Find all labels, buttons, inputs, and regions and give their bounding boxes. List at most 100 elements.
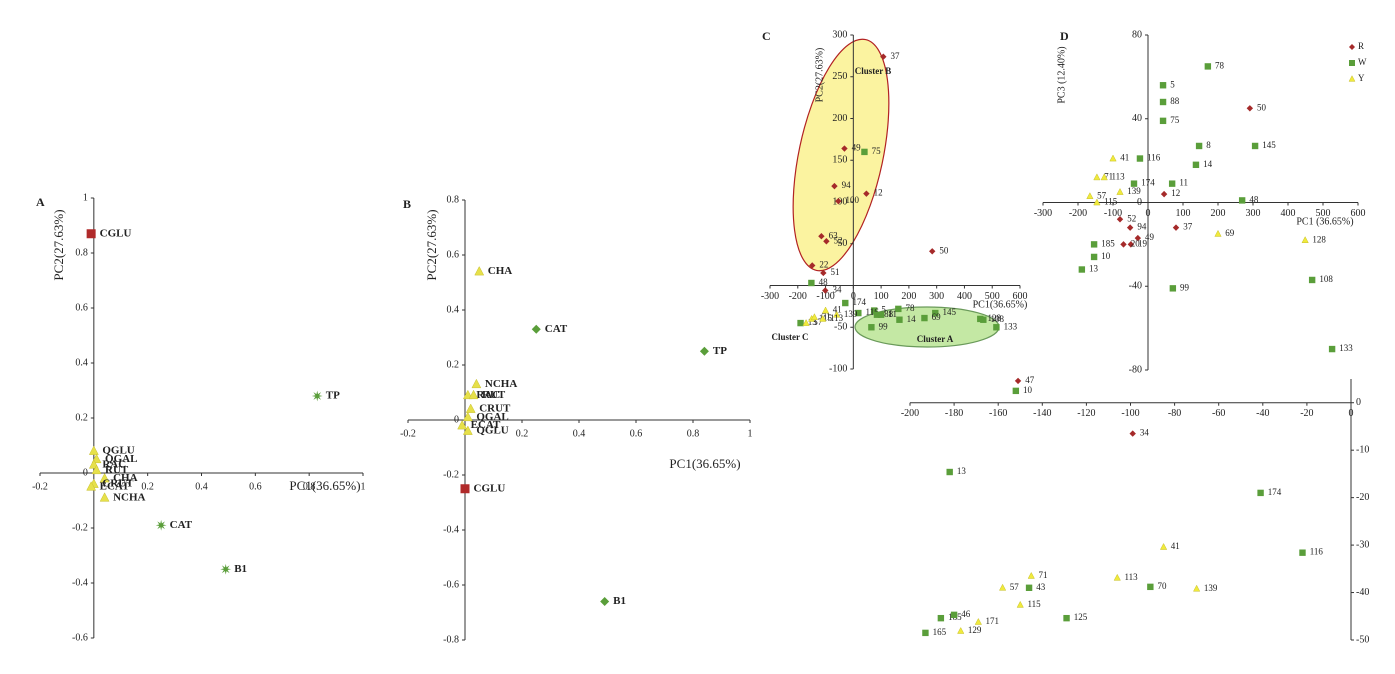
- point: [1328, 345, 1336, 353]
- point-label: 139: [1127, 186, 1141, 196]
- x-tick-label: -20: [1300, 408, 1313, 419]
- point-label: QGAL: [476, 411, 508, 423]
- x-tick-label: 600: [1013, 291, 1028, 302]
- point-label: 174: [1141, 178, 1155, 188]
- point: [1027, 571, 1035, 579]
- point: [88, 445, 99, 455]
- y-tick-label: -40: [1129, 281, 1142, 292]
- point-label: QGLU: [476, 425, 508, 437]
- y-tick-label: -30: [1356, 539, 1369, 550]
- point: [1016, 600, 1024, 608]
- point-label: 94: [842, 180, 852, 190]
- point: [457, 420, 468, 430]
- point-label: 115: [819, 313, 833, 323]
- point: [1116, 187, 1124, 195]
- point-label: 71: [822, 311, 831, 321]
- point-label: 41: [1171, 541, 1180, 551]
- x-tick-label: 500: [985, 291, 1000, 302]
- point-label: 41: [1120, 153, 1129, 163]
- y-tick-label: 0.4: [75, 357, 88, 368]
- point: [870, 307, 878, 314]
- cluster-ellipse: [792, 38, 890, 272]
- x-tick-label: -40: [1256, 408, 1269, 419]
- point: [1012, 387, 1020, 395]
- point: [841, 145, 848, 152]
- point: [91, 464, 102, 475]
- point: [474, 266, 485, 276]
- point-label: 49: [852, 143, 862, 153]
- point: [880, 53, 887, 60]
- point: [1078, 266, 1086, 273]
- y-tick-label: 250: [832, 71, 847, 82]
- point: [1090, 253, 1098, 261]
- point-label: 125: [1074, 612, 1088, 622]
- point-label: 115: [1104, 197, 1118, 207]
- point: [1251, 142, 1259, 150]
- point: [974, 617, 982, 625]
- y-tick-label: 0: [1356, 397, 1361, 408]
- x-tick-label: -100: [1121, 408, 1139, 419]
- x-tick-label: 0.8: [303, 481, 316, 492]
- point-label: 14: [907, 314, 917, 324]
- x-tick-label: 400: [957, 291, 972, 302]
- point: [468, 389, 479, 400]
- point-label: 57: [813, 317, 823, 327]
- point-label: B1: [613, 595, 626, 607]
- y-tick-label: 40: [1132, 113, 1142, 124]
- point: [1160, 190, 1168, 198]
- point: [1193, 584, 1201, 592]
- point-label: 113: [830, 313, 844, 323]
- x-tick-label: 0: [851, 291, 856, 302]
- x-tick-label: 0: [1349, 408, 1354, 419]
- point: [600, 597, 610, 606]
- x-tick-label: 300: [1246, 208, 1261, 219]
- x-tick-label: -180: [945, 408, 963, 419]
- point-label: CRUT: [102, 478, 134, 490]
- point: [877, 311, 885, 318]
- point: [977, 315, 984, 323]
- point-label: 71: [1104, 171, 1113, 181]
- x-tick-label: -140: [1033, 408, 1051, 419]
- point-label: 145: [1262, 140, 1276, 150]
- point-label: TP: [326, 390, 340, 402]
- point: [822, 287, 829, 294]
- point: [861, 148, 868, 156]
- point-label: CGLU: [100, 227, 132, 239]
- x-tick-label: -200: [1069, 208, 1087, 219]
- point-label: RAC: [476, 389, 500, 401]
- point-label: 48: [819, 277, 829, 287]
- y-tick-label: 80: [1132, 29, 1142, 40]
- point-label: 75: [1170, 115, 1180, 125]
- point: [895, 305, 902, 313]
- point: [1168, 180, 1176, 187]
- point: [1192, 161, 1200, 169]
- y-tick-label: -0.4: [443, 524, 459, 535]
- y-tick-label: 0.8: [447, 194, 460, 205]
- x-tick-label: 600: [1351, 208, 1366, 219]
- point-label: 20: [1131, 238, 1141, 248]
- point: [809, 262, 816, 269]
- x-tick-label: 0.2: [141, 481, 154, 492]
- point-label: 115: [1027, 599, 1041, 609]
- point: [957, 626, 965, 634]
- point-label: 46: [961, 609, 971, 619]
- y-tick-label: 50: [837, 238, 847, 249]
- y-tick-label: 150: [832, 155, 847, 166]
- y-tick-label: 0.2: [75, 412, 88, 423]
- point-label: 71: [1038, 570, 1047, 580]
- point-label: 57: [1010, 582, 1020, 592]
- y-tick-label: -0.6: [72, 632, 88, 643]
- x-tick-label: -300: [761, 291, 779, 302]
- point: [1257, 489, 1264, 497]
- point-label: 52: [834, 235, 843, 245]
- x-tick-label: -80: [1168, 408, 1181, 419]
- point-label: 185: [1101, 238, 1115, 248]
- y-tick-label: 0.6: [447, 249, 460, 260]
- x-axis-label: PC1 (36.65%): [1296, 216, 1353, 227]
- point: [863, 190, 870, 197]
- point: [531, 324, 541, 334]
- x-tick-label: 400: [1281, 208, 1296, 219]
- x-axis-label: PC1(36.65%): [289, 478, 360, 493]
- y-axis-label: PC2(27.63%): [424, 209, 439, 280]
- point-label: 13: [808, 317, 818, 327]
